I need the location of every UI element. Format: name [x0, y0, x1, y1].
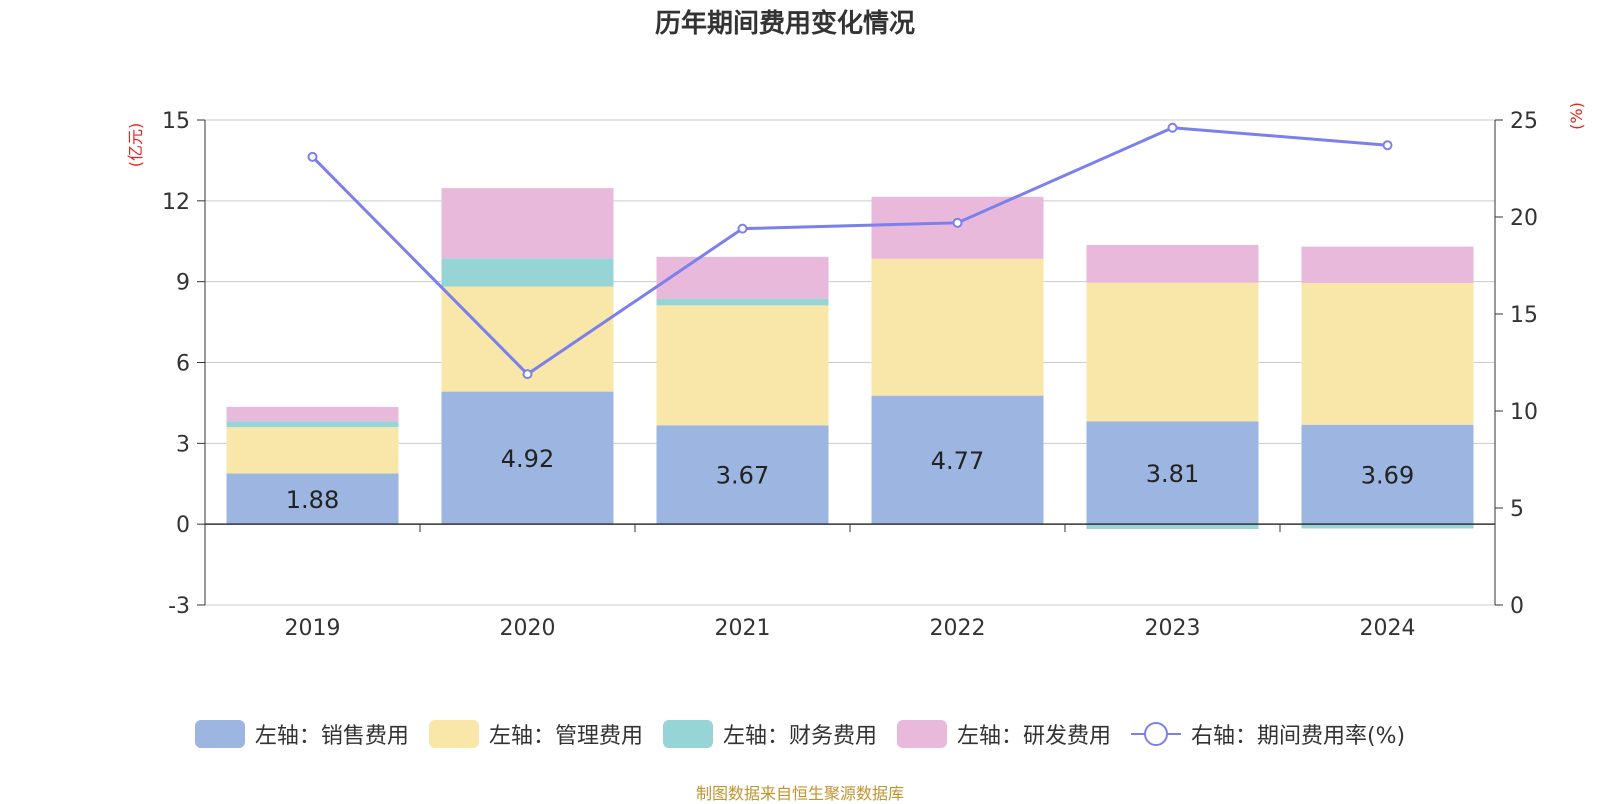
legend-label-rate: 右轴：期间费用率(%)	[1190, 724, 1406, 749]
right-axis-label: (%)	[1567, 102, 1586, 130]
x-tick-label: 2024	[1360, 616, 1416, 641]
bar-layer	[226, 188, 1474, 530]
rate-point	[952, 217, 963, 228]
bar-segment	[871, 258, 1044, 396]
bar-segment	[656, 305, 829, 426]
bar-segment	[226, 406, 399, 422]
y-left-tick-label: 0	[176, 513, 190, 538]
legend-item-finance[interactable]: 左轴：财务费用	[662, 718, 877, 750]
legend-swatch-sales	[194, 720, 245, 748]
legend-label-rnd: 左轴：研发费用	[956, 724, 1111, 749]
bar-segment	[656, 298, 829, 306]
rate-point	[522, 369, 533, 380]
y-right-tick-label: 5	[1510, 497, 1524, 522]
y-right-tick-label: 10	[1510, 400, 1538, 425]
data-label: 1.88	[286, 486, 339, 514]
bar-segment	[226, 473, 399, 525]
bar-segment	[1086, 245, 1259, 283]
y-left-tick-label: 9	[176, 271, 190, 296]
x-tick-label: 2022	[930, 616, 986, 641]
data-label: 4.77	[931, 447, 984, 475]
legend-label-sales: 左轴：销售费用	[254, 724, 409, 749]
y-left-tick-label: 3	[176, 432, 190, 457]
x-tick-label: 2020	[500, 616, 556, 641]
data-label: 3.69	[1361, 461, 1414, 489]
rate-point	[307, 151, 318, 162]
data-label: 3.81	[1146, 460, 1199, 488]
y-right-tick-label: 20	[1510, 206, 1538, 231]
rate-line-layer	[307, 122, 1393, 380]
legend-label-finance: 左轴：财务费用	[722, 724, 877, 749]
legend-item-admin[interactable]: 左轴：管理费用	[428, 718, 643, 750]
data-label: 4.92	[501, 445, 554, 473]
legend-item-sales[interactable]: 左轴：销售费用	[194, 718, 409, 750]
data-label-layer: 1.88 4.92 3.67 4.77 3.81 3.69	[286, 445, 1414, 514]
x-tick-label: 2021	[715, 616, 771, 641]
rate-point	[1167, 122, 1178, 133]
rate-point	[737, 223, 748, 234]
y-right-tick-label: 25	[1510, 109, 1538, 134]
legend-swatch-finance	[662, 720, 713, 748]
y-left-tick-label: 6	[176, 352, 190, 377]
bar-segment	[1301, 424, 1474, 525]
legend-item-rate[interactable]: 右轴：期间费用率(%)	[1130, 718, 1406, 750]
x-tick-label: 2023	[1145, 616, 1201, 641]
bar-segment	[1086, 421, 1259, 525]
legend-swatch-rnd	[896, 720, 947, 748]
y-right-tick-label: 15	[1510, 303, 1538, 328]
bar-segment	[226, 421, 399, 428]
legend-line-marker-icon	[1130, 722, 1181, 746]
bar-segment	[1086, 282, 1259, 422]
legend-item-rnd[interactable]: 左轴：研发费用	[896, 718, 1111, 750]
bar-segment	[656, 425, 829, 525]
y-left-tick-label: 15	[162, 109, 190, 134]
bar-segment	[441, 188, 614, 259]
bar-segment	[656, 256, 829, 299]
source-note: 制图数据来自恒生聚源数据库	[695, 784, 904, 803]
data-label: 3.67	[716, 462, 769, 490]
rate-point	[1382, 140, 1393, 151]
bar-segment	[1301, 283, 1474, 425]
bar-segment	[1301, 246, 1474, 284]
rate-line	[311, 126, 1388, 377]
axes: -3 0 3 6 9 12 15 0 5 10 15 20 25 2019 2020 2021 2022 2023…	[162, 109, 1538, 641]
x-tick-label: 2019	[285, 616, 341, 641]
legend: 左轴：销售费用 左轴：管理费用 左轴：财务费用 左轴：研发费用 右轴：期间费用率…	[0, 718, 1600, 750]
bar-segment	[871, 395, 1044, 525]
y-right-tick-label: 0	[1510, 594, 1524, 619]
bar-segment	[1086, 524, 1259, 530]
y-left-tick-label: -3	[168, 594, 190, 619]
gridlines	[205, 119, 1495, 606]
legend-label-admin: 左轴：管理费用	[488, 724, 643, 749]
bar-segment	[441, 391, 614, 525]
bar-segment	[441, 258, 614, 287]
y-left-tick-label: 12	[162, 190, 190, 215]
bar-segment	[226, 427, 399, 474]
bar-segment	[1301, 524, 1474, 529]
legend-swatch-admin	[428, 720, 479, 748]
chart-title: 历年期间费用变化情况	[655, 8, 915, 39]
left-axis-label: (亿元)	[126, 123, 145, 168]
